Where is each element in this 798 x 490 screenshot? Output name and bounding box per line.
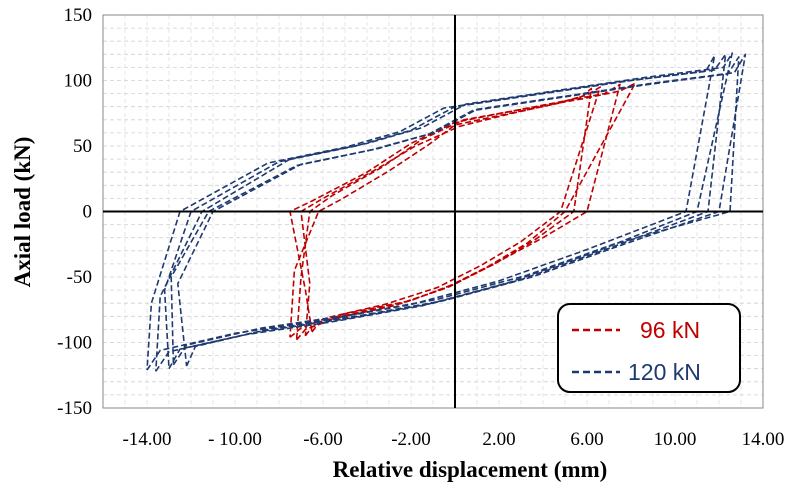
- axes: [102, 14, 764, 409]
- y-tick-label: 0: [83, 202, 93, 223]
- x-tick-label: -14.00: [122, 429, 171, 450]
- x-tick-label: -2.00: [391, 429, 431, 450]
- x-tick-label: 2.00: [482, 429, 515, 450]
- legend-box: [557, 303, 741, 393]
- y-tick-label: -150: [57, 398, 92, 419]
- series-loop: [289, 86, 602, 338]
- x-tick-label: -6.00: [303, 429, 343, 450]
- series-layer: [146, 52, 747, 372]
- x-axis-title: Relative displacement (mm): [333, 457, 608, 482]
- x-tick-label: 14.00: [742, 429, 785, 450]
- x-tick-label: - 10.00: [208, 429, 262, 450]
- y-tick-label: -50: [67, 267, 92, 288]
- y-axis-title: Axial load (kN): [10, 137, 35, 288]
- y-tick-label: -100: [57, 333, 92, 354]
- y-tick-label: 100: [64, 71, 93, 92]
- series-loop: [295, 82, 637, 341]
- legend-label-120kn: 120 kN: [628, 359, 701, 385]
- series-loop: [146, 54, 716, 371]
- series-loop: [170, 56, 740, 366]
- legend: 96 kN 120 kN: [557, 303, 741, 393]
- series-96kn: [289, 82, 637, 341]
- y-tick-label: 50: [73, 136, 92, 157]
- y-tick-label: 150: [64, 5, 93, 26]
- x-tick-label: 10.00: [654, 429, 697, 450]
- series-loop: [155, 52, 734, 372]
- legend-label-96kn: 96 kN: [640, 317, 700, 343]
- x-tick-label: 6.00: [570, 429, 603, 450]
- series-120kn: [146, 52, 747, 372]
- tick-labels: -150 -100 -50 0 50 100 150 -14.00 - 10.00 -6.00 -2…: [57, 5, 784, 450]
